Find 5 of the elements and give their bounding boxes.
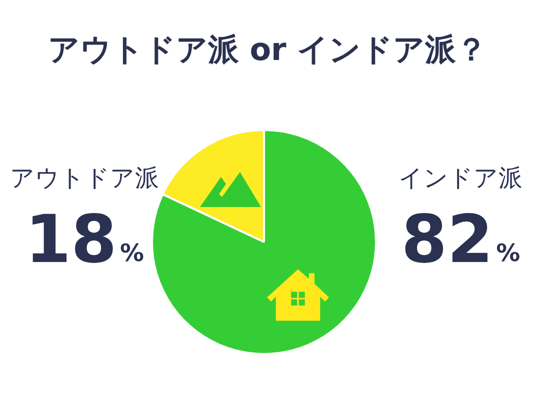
slice-label: アウトドア派	[10, 164, 160, 192]
chart-title: アウトドア派 or インドア派？	[48, 32, 488, 68]
data-label: 82%	[401, 201, 520, 278]
data-label: 18%	[25, 201, 144, 278]
slice-label: インドア派	[398, 164, 523, 192]
